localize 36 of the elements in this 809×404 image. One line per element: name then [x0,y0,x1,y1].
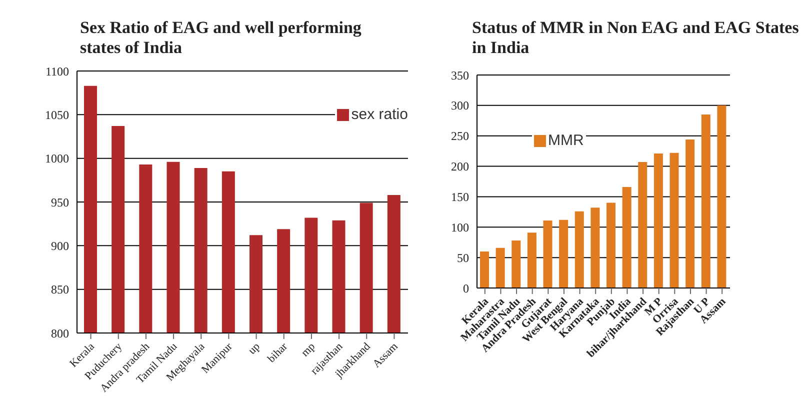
bar [670,152,679,288]
bar [606,202,616,288]
legend-label: MMR [548,132,584,149]
y-tick-label: 350 [451,68,469,82]
y-tick-label: 850 [51,282,69,297]
y-tick-label: 100 [451,220,469,234]
bar [590,208,600,288]
x-tick-label: up [246,340,263,357]
y-tick-label: 200 [451,160,469,174]
bar [638,162,648,288]
bar [512,240,521,288]
bar [480,251,489,288]
y-tick-label: 250 [451,129,469,144]
y-tick-label: 50 [457,250,469,265]
chart-title: Status of MMR in Non EAG and EAG States in India [472,18,800,58]
bar [574,211,584,288]
y-tick-label: 300 [451,98,469,113]
bar [654,154,663,288]
chart-title: Sex Ratio of EAG and well performing states of India [80,18,362,58]
bar [543,220,552,288]
y-tick-label: 1050 [45,108,69,122]
y-tick-label: 0 [463,281,469,296]
bar [496,248,505,288]
bar [559,220,568,288]
bar [527,232,536,288]
y-tick-label: 1000 [45,152,69,166]
legend-label: sex ratio [351,106,408,123]
y-tick-label: 150 [451,190,469,204]
bar [686,140,695,288]
bar [622,186,632,288]
y-tick-label: 900 [51,238,69,253]
y-tick-label: 800 [51,326,69,340]
bar [717,105,726,288]
bar [701,114,710,288]
y-tick-label: 1100 [45,64,69,78]
y-tick-label: 950 [51,195,69,210]
